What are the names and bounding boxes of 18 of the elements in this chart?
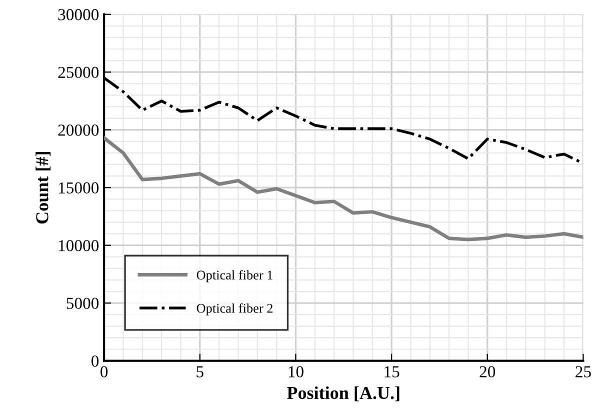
x-tick-label: 0 (100, 366, 108, 378)
y-tick-label: 10000 (59, 240, 99, 252)
x-tick-label: 15 (384, 366, 400, 378)
y-tick-label: 0 (92, 356, 99, 367)
line-series (104, 136, 584, 242)
y-tick-label: 15000 (59, 182, 99, 194)
y-axis-title: Count [#] (36, 152, 51, 224)
y-tick-label: 30000 (58, 9, 99, 20)
x-tick-label: 5 (196, 366, 204, 378)
y-tick-label: 20000 (58, 124, 99, 136)
x-axis-title: Position [A.U.] (287, 386, 400, 402)
y-tick-label: 25000 (58, 66, 99, 78)
x-tick-label: 25 (576, 366, 591, 378)
x-tick-label: 10 (288, 366, 304, 378)
legend-label: Optical fiber 1 (196, 270, 272, 282)
legend-label: Optical fiber 2 (196, 303, 272, 316)
y-tick-label: 5000 (66, 298, 99, 310)
x-tick-label: 20 (480, 366, 496, 378)
